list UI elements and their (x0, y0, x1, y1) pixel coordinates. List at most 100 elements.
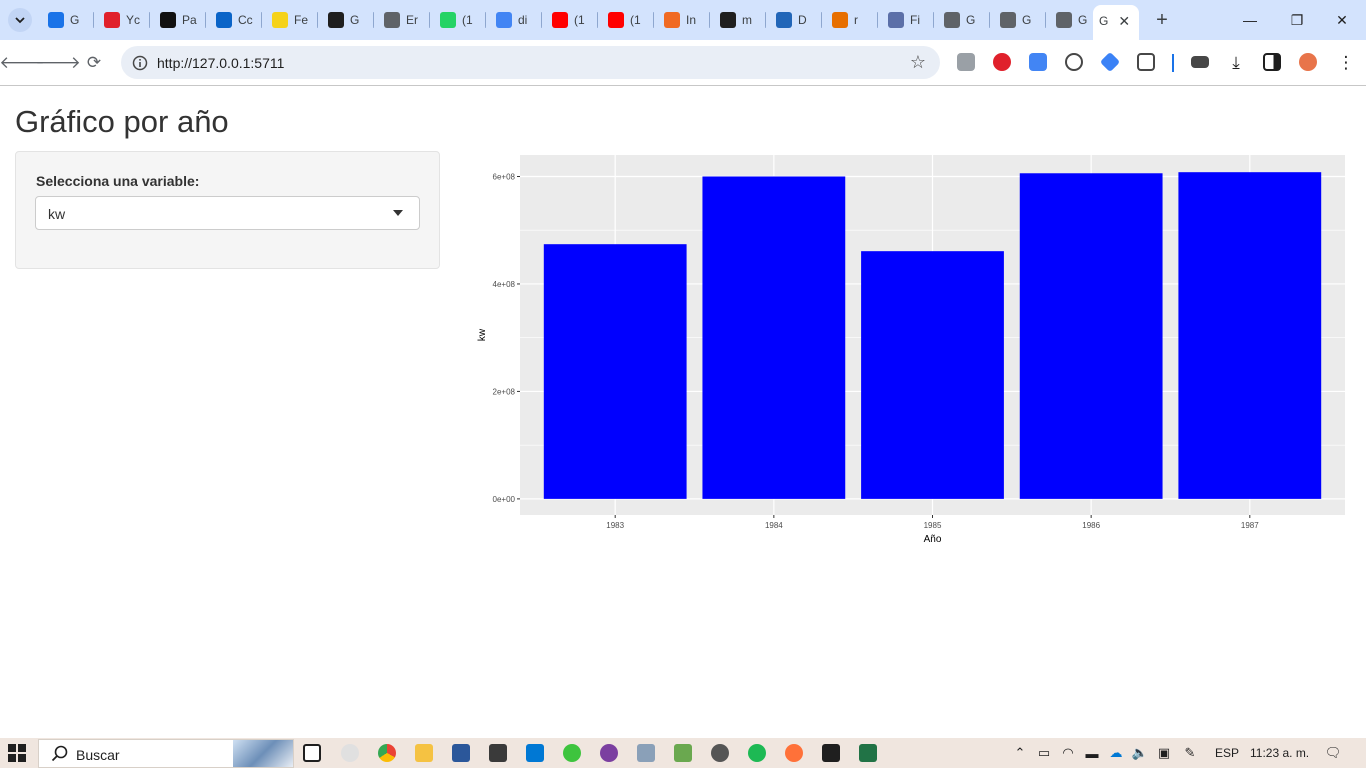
variable-select[interactable]: kw (35, 196, 420, 230)
site-info-icon[interactable] (129, 52, 151, 74)
meet-icon[interactable]: ▭ (1037, 745, 1051, 760)
windows-start-icon[interactable] (8, 744, 26, 762)
extensions-puzzle-icon[interactable] (1137, 53, 1155, 71)
diamond-extension-icon[interactable] (1099, 51, 1121, 73)
variable-select-value: kw (48, 206, 66, 222)
tab[interactable]: (1 (434, 8, 486, 32)
firefox-icon[interactable] (785, 744, 803, 762)
google-icon (496, 12, 512, 28)
settings-gear-icon[interactable] (711, 744, 729, 762)
tab[interactable]: di (490, 8, 542, 32)
close-window-icon[interactable]: ✕ (1336, 11, 1348, 28)
tab[interactable]: m (714, 8, 766, 32)
tab-active[interactable]: G ✕ (1093, 5, 1139, 40)
tab[interactable]: Pa (154, 8, 206, 32)
tab-separator (989, 12, 990, 28)
chevron-down-icon (15, 17, 25, 24)
tab-label: G (350, 13, 360, 27)
close-tab-icon[interactable]: ✕ (1118, 12, 1131, 29)
x-axis-title: Año (924, 534, 942, 545)
taskbar-search-box[interactable]: Buscar (38, 739, 294, 768)
opera-extension-icon[interactable] (993, 53, 1011, 71)
app-monitor-icon[interactable] (637, 744, 655, 762)
tab[interactable]: (1 (546, 8, 598, 32)
display-icon[interactable]: ▣ (1157, 745, 1171, 760)
tab[interactable]: (1 (602, 8, 654, 32)
back-button[interactable]: 🡐 (0, 53, 45, 72)
bookmark-star-icon[interactable]: ☆ (909, 52, 926, 72)
tab[interactable]: G (322, 8, 374, 32)
tab-separator (933, 12, 934, 28)
app-calculator-icon[interactable] (674, 744, 692, 762)
tab[interactable]: In (658, 8, 710, 32)
url-text[interactable]: http://127.0.0.1:5711 (157, 55, 285, 71)
translate-extension-icon[interactable] (1029, 53, 1047, 71)
y-axis-title: kw (477, 328, 488, 341)
tab[interactable]: D (770, 8, 822, 32)
y-tick-label: 4e+08 (493, 280, 516, 289)
chrome-taskbar-icon[interactable] (378, 744, 396, 762)
side-panel-icon[interactable] (1263, 53, 1281, 71)
forward-button[interactable]: 🡒 (35, 53, 81, 72)
tab[interactable]: r (826, 8, 878, 32)
tab[interactable]: G (938, 8, 990, 32)
java-icon (832, 12, 848, 28)
tab[interactable]: G (42, 8, 94, 32)
tab[interactable]: Er (378, 8, 430, 32)
tab-label: Fi (910, 13, 920, 27)
caret-down-icon (393, 210, 403, 216)
language-indicator[interactable]: ESP (1215, 746, 1240, 760)
spotify-icon[interactable] (748, 744, 766, 762)
speed-extension-icon[interactable] (1065, 53, 1083, 71)
tab-active-label: G (1099, 14, 1109, 28)
select-label: Selecciona una variable: (36, 173, 200, 189)
tab-label: G (966, 13, 976, 27)
media-control-icon[interactable] (1191, 56, 1209, 68)
file-explorer-icon[interactable] (415, 744, 433, 762)
whatsapp-taskbar-icon[interactable] (341, 744, 359, 762)
y-tick-label: 6e+08 (493, 172, 516, 181)
new-tab-button[interactable]: + (1156, 8, 1168, 31)
notifications-icon[interactable]: 🗨 (1324, 745, 1342, 760)
tab[interactable]: G (994, 8, 1046, 32)
wifi-icon[interactable]: ◠ (1062, 745, 1074, 760)
onedrive-icon[interactable]: ☁ (1109, 745, 1123, 760)
tab[interactable]: Yc (98, 8, 150, 32)
restore-icon[interactable]: ❐ (1290, 11, 1304, 28)
tab[interactable]: Cc (210, 8, 262, 32)
github-icon (720, 12, 736, 28)
download-icon[interactable]: ⤓ (1232, 53, 1240, 72)
volume-icon[interactable]: 🔈 (1131, 745, 1149, 760)
taskbar-search-label: Buscar (76, 747, 120, 763)
menu-kebab-icon[interactable]: ⋮ (1337, 53, 1355, 72)
reload-button[interactable]: ⟳ (86, 53, 102, 72)
tab-separator (261, 12, 262, 28)
word-icon[interactable] (452, 744, 470, 762)
tab-label: Pa (182, 13, 197, 27)
bar-1983 (543, 244, 687, 499)
tab-separator (765, 12, 766, 28)
tab[interactable]: Fi (882, 8, 934, 32)
sidebar-panel: Selecciona una variable: kw (15, 151, 440, 269)
minimize-icon[interactable]: — (1243, 12, 1257, 28)
clock[interactable]: 11:23 a. m. (1250, 746, 1310, 760)
tab-label: (1 (630, 13, 641, 27)
x-tick-label: 1984 (765, 521, 783, 530)
camera-extension-icon[interactable] (957, 53, 975, 71)
app-purple-icon[interactable] (600, 744, 618, 762)
vscode-icon[interactable] (526, 744, 544, 762)
pen-icon[interactable]: ✎ (1184, 745, 1196, 760)
chevron-up-icon[interactable]: ⌃ (1014, 745, 1026, 760)
address-bar[interactable]: http://127.0.0.1:5711 ☆ (121, 46, 940, 79)
app-green-icon[interactable] (563, 744, 581, 762)
tab-label: (1 (462, 13, 473, 27)
tab-separator (205, 12, 206, 28)
profile-avatar[interactable] (1299, 53, 1317, 71)
battery-icon[interactable]: ▬ (1085, 745, 1099, 761)
tab[interactable]: Fe (266, 8, 318, 32)
tab-search-button[interactable] (8, 8, 32, 32)
sticky-notes-icon[interactable] (489, 744, 507, 762)
task-view-icon[interactable] (303, 744, 321, 762)
excel-icon[interactable] (859, 744, 877, 762)
terminal-icon[interactable] (822, 744, 840, 762)
